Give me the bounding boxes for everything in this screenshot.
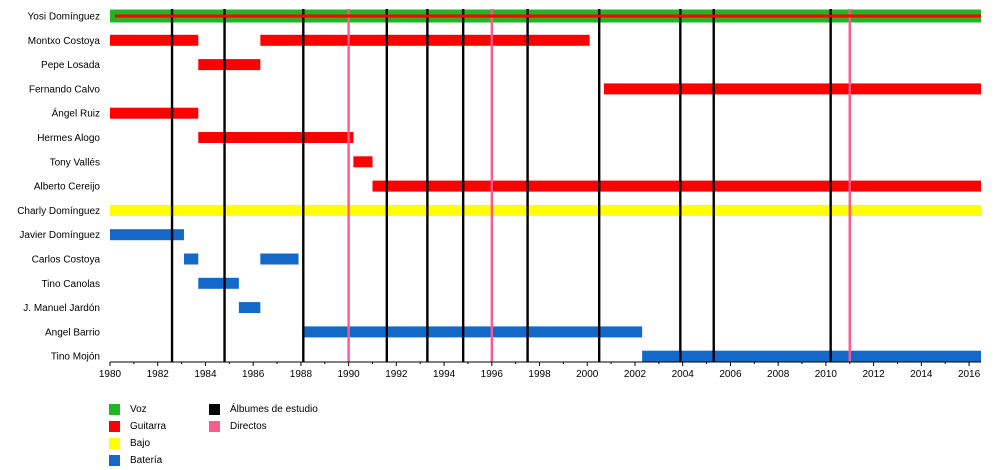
- x-tick-label-2: 1984: [194, 369, 217, 380]
- x-axis: 1980 1982 1984 1986 1988 1990 1992 1994 1996 1998…: [99, 361, 981, 380]
- legend-swatch-voz: [109, 404, 120, 415]
- bar-bateria-17: [642, 350, 981, 362]
- legend-swatch-guitarra: [109, 421, 120, 432]
- x-tick-label-17: 2014: [910, 369, 933, 380]
- x-tick-label-10: 2000: [576, 369, 599, 380]
- legend-swatch-bateria: [109, 455, 120, 466]
- x-tick-label-15: 2010: [815, 369, 838, 380]
- member-label-13: Angel Barrio: [45, 327, 100, 338]
- legend-label-bateria: Batería: [130, 455, 163, 466]
- x-tick-label-0: 1980: [99, 369, 122, 380]
- x-tick-label-4: 1988: [290, 369, 313, 380]
- bar-bateria-15: [238, 302, 261, 314]
- x-tick-label-18: 2016: [958, 369, 981, 380]
- x-tick-label-1: 1982: [147, 369, 170, 380]
- legend-label-directos: Directos: [230, 421, 267, 432]
- bar-inner-guitarra-0: [114, 14, 982, 18]
- member-label-3: Fernando Calvo: [29, 84, 101, 95]
- member-label-5: Hermes Alogo: [37, 133, 100, 144]
- x-tick-label-13: 2006: [719, 369, 742, 380]
- member-label-8: Charly Domínguez: [17, 206, 100, 217]
- bar-bateria-11: [110, 229, 184, 241]
- legend-item-guitarra: Guitarra: [109, 421, 166, 432]
- x-tick-label-7: 1994: [433, 369, 456, 380]
- member-label-11: Tino Canolas: [41, 279, 100, 290]
- bar-guitarra-7: [198, 132, 354, 143]
- member-label-1: Montxo Costoya: [28, 36, 101, 47]
- x-tick-label-6: 1992: [385, 369, 408, 380]
- legend-item-directos: Directos: [209, 421, 267, 432]
- x-tick-label-8: 1996: [481, 369, 504, 380]
- legend-label-bajo: Bajo: [130, 438, 151, 449]
- x-tick-label-11: 2002: [624, 369, 647, 380]
- bars-layer: [110, 9, 981, 362]
- legend-swatch-bajo: [109, 438, 120, 449]
- legend-label-guitarra: Guitarra: [130, 421, 167, 432]
- bar-guitarra-6: [110, 107, 199, 119]
- legend-item-voz: Voz: [109, 404, 147, 415]
- legend-item-estudio: Álbumes de estudio: [209, 404, 318, 415]
- x-tick-label-12: 2004: [672, 369, 695, 380]
- bar-guitarra-8: [353, 156, 373, 168]
- bar-guitarra-4: [198, 59, 261, 71]
- x-tick-label-3: 1986: [242, 369, 265, 380]
- bar-bateria-12: [183, 253, 199, 265]
- legend-swatch-directos: [209, 421, 220, 432]
- x-tick-label-5: 1990: [338, 369, 361, 380]
- member-label-2: Pepe Losada: [41, 60, 100, 71]
- legend-item-bateria: Batería: [109, 455, 162, 466]
- bar-bajo-10: [110, 204, 981, 216]
- member-label-7: Alberto Cereijo: [34, 182, 101, 193]
- x-tick-label-14: 2008: [767, 369, 790, 380]
- member-label-10: Carlos Costoya: [32, 255, 101, 266]
- bar-bateria-16: [303, 326, 643, 338]
- member-label-14: Tino Mojón: [51, 352, 100, 363]
- event-lines-layer: [114, 9, 982, 362]
- member-label-12: J. Manuel Jardón: [23, 303, 100, 314]
- bar-bateria-14: [198, 277, 239, 289]
- member-label-9: Javier Domínguez: [19, 230, 100, 241]
- member-label-6: Tony Vallés: [50, 157, 100, 168]
- member-label-4: Ángel Ruiz: [52, 107, 100, 120]
- bar-guitarra-3: [260, 34, 590, 46]
- member-labels: Yosi Domínguez Montxo Costoya Pepe Losada F…: [17, 12, 100, 363]
- legend-label-estudio: Álbumes de estudio: [230, 404, 318, 415]
- bar-guitarra-2: [110, 34, 199, 46]
- legend-item-bajo: Bajo: [109, 438, 150, 449]
- legend-swatch-estudio: [209, 404, 220, 415]
- x-tick-label-9: 1998: [528, 369, 551, 380]
- band-timeline-chart: Yosi Domínguez Montxo Costoya Pepe Losada F…: [17, 9, 982, 380]
- x-tick-label-16: 2012: [862, 369, 885, 380]
- bar-bateria-13: [260, 253, 299, 265]
- bar-guitarra-9: [372, 180, 981, 192]
- legend-label-voz: Voz: [130, 404, 147, 415]
- bar-guitarra-5: [603, 83, 981, 95]
- member-label-0: Yosi Domínguez: [28, 12, 100, 23]
